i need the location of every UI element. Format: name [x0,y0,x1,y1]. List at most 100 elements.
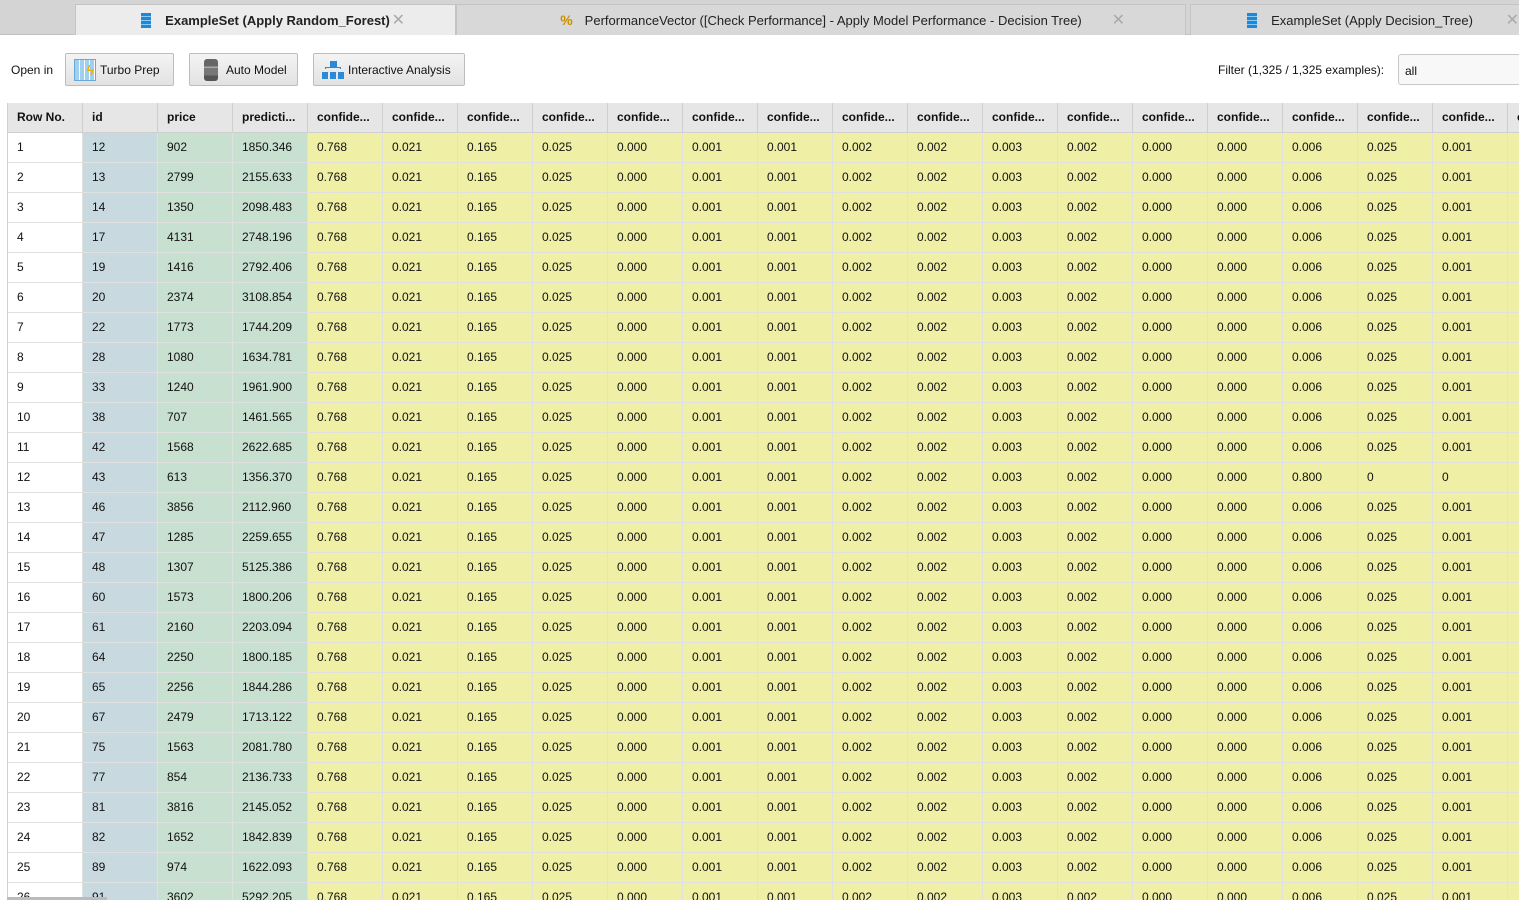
column-header[interactable]: confide... [1133,103,1208,133]
column-header[interactable]: confide... [533,103,608,133]
table-row[interactable]: 13 46 3856 2112.960 0.768 0.021 0.165 0.025 0.00… [8,493,1519,523]
table-cell: 0.003 [983,163,1058,193]
table-cell: 0.001 [683,643,758,673]
table-cell: 0.000 [608,523,683,553]
tab-exampleset-decision-tree[interactable]: ExampleSet (Apply Decision_Tree) ✕ [1190,4,1519,35]
table-row[interactable]: 14 47 1285 2259.655 0.768 0.021 0.165 0.025 0.00… [8,523,1519,553]
column-header[interactable]: Row No. [8,103,83,133]
table-cell: 0.002 [833,583,908,613]
table-cell: 2259.655 [233,523,308,553]
column-header[interactable]: confide... [1508,103,1519,133]
table-row[interactable]: 22 77 854 2136.733 0.768 0.021 0.165 0.025 0.000… [8,763,1519,793]
column-header[interactable]: predicti... [233,103,308,133]
table-cell: 0.000 [1208,493,1283,523]
table-cell: 0.025 [1358,133,1433,163]
table-cell: 0.001 [683,763,758,793]
table-row[interactable]: 23 81 3816 2145.052 0.768 0.021 0.165 0.025 0.00… [8,793,1519,823]
table-row[interactable]: 25 89 974 1622.093 0.768 0.021 0.165 0.025 0.000… [8,853,1519,883]
table-row[interactable]: 16 60 1573 1800.206 0.768 0.021 0.165 0.025 0.00… [8,583,1519,613]
table-row[interactable]: 4 17 4131 2748.196 0.768 0.021 0.165 0.025 0.000… [8,223,1519,253]
column-header[interactable]: confide... [908,103,983,133]
column-header[interactable]: confide... [833,103,908,133]
table-row[interactable]: 26 91 3602 5292.205 0.768 0.021 0.165 0.025 0.00… [8,883,1519,900]
table-row[interactable]: 7 22 1773 1744.209 0.768 0.021 0.165 0.025 0.000… [8,313,1519,343]
toolbar: Open in ϟ Turbo Prep Auto Model Interact… [0,53,1519,87]
column-header[interactable]: confide... [1058,103,1133,133]
column-header[interactable]: confide... [683,103,758,133]
column-header[interactable]: confide... [1433,103,1508,133]
table-row[interactable]: 17 61 2160 2203.094 0.768 0.021 0.165 0.025 0.00… [8,613,1519,643]
table-cell: 0.021 [383,613,458,643]
table-row[interactable]: 5 19 1416 2792.406 0.768 0.021 0.165 0.025 0.000… [8,253,1519,283]
table-cell: 0.001 [683,673,758,703]
table-cell: 0.003 [983,643,1058,673]
table-row[interactable]: 6 20 2374 3108.854 0.768 0.021 0.165 0.025 0.000… [8,283,1519,313]
close-icon[interactable]: ✕ [391,12,405,29]
table-cell: 0.002 [908,823,983,853]
table-row[interactable]: 11 42 1568 2622.685 0.768 0.021 0.165 0.025 0.00… [8,433,1519,463]
turbo-prep-button[interactable]: ϟ Turbo Prep [65,53,174,86]
column-header[interactable]: confide... [983,103,1058,133]
table-cell: 11 [8,433,83,463]
table-cell: 0.000 [608,433,683,463]
column-header[interactable]: price [158,103,233,133]
column-header[interactable]: confide... [1358,103,1433,133]
table-cell: 0.003 [983,763,1058,793]
table-cell: 0.165 [458,883,533,900]
table-row[interactable]: 12 43 613 1356.370 0.768 0.021 0.165 0.025 0.000… [8,463,1519,493]
column-header[interactable]: confide... [758,103,833,133]
table-cell: 0.002 [1058,373,1133,403]
table-row[interactable]: 2 13 2799 2155.633 0.768 0.021 0.165 0.025 0.000… [8,163,1519,193]
table-row[interactable]: 20 67 2479 1713.122 0.768 0.021 0.165 0.025 0.00… [8,703,1519,733]
column-header[interactable]: confide... [308,103,383,133]
table-cell [1508,553,1519,583]
table-row[interactable]: 9 33 1240 1961.900 0.768 0.021 0.165 0.025 0.000… [8,373,1519,403]
table-cell: 0.768 [308,643,383,673]
column-header[interactable]: confide... [458,103,533,133]
table-cell: 1652 [158,823,233,853]
table-cell: 2748.196 [233,223,308,253]
table-cell: 0.003 [983,433,1058,463]
table-cell: 0.165 [458,223,533,253]
filter-select[interactable]: all [1398,54,1519,85]
table-cell: 0.001 [683,583,758,613]
table-cell: 0.002 [1058,433,1133,463]
tab-exampleset-random-forest[interactable]: ExampleSet (Apply Random_Forest) ✕ [75,4,456,35]
data-table: Row No. id price predicti... confide... confi… [7,103,1519,900]
table-row[interactable]: 24 82 1652 1842.839 0.768 0.021 0.165 0.025 0.00… [8,823,1519,853]
table-cell: 2155.633 [233,163,308,193]
close-icon[interactable]: ✕ [1111,12,1125,29]
table-cell: 0.006 [1283,883,1358,900]
table-cell: 0.002 [833,403,908,433]
table-cell: 0.002 [1058,223,1133,253]
close-icon[interactable]: ✕ [1505,12,1519,29]
table-cell: 0.003 [983,283,1058,313]
table-cell: 0.000 [608,583,683,613]
interactive-analysis-button[interactable]: Interactive Analysis [313,53,465,86]
column-header[interactable]: confide... [1208,103,1283,133]
table-row[interactable]: 15 48 1307 5125.386 0.768 0.021 0.165 0.025 0.00… [8,553,1519,583]
tab-performance-vector[interactable]: % PerformanceVector ([Check Performance]… [456,4,1186,35]
column-header[interactable]: confide... [1283,103,1358,133]
column-header[interactable]: confide... [608,103,683,133]
table-cell: 0.006 [1283,643,1358,673]
table-cell: 0.001 [758,733,833,763]
column-header[interactable]: confide... [383,103,458,133]
table-row[interactable]: 18 64 2250 1800.185 0.768 0.021 0.165 0.025 0.00… [8,643,1519,673]
table-cell: 0.021 [383,733,458,763]
table-row[interactable]: 10 38 707 1461.565 0.768 0.021 0.165 0.025 0.000… [8,403,1519,433]
table-cell: 0.001 [1433,643,1508,673]
table-row[interactable]: 3 14 1350 2098.483 0.768 0.021 0.165 0.025 0.000… [8,193,1519,223]
horizontal-scrollbar[interactable] [7,897,107,900]
table-cell: 0.000 [1133,283,1208,313]
table-row[interactable]: 21 75 1563 2081.780 0.768 0.021 0.165 0.025 0.00… [8,733,1519,763]
column-header[interactable]: id [83,103,158,133]
table-cell: 0.001 [1433,493,1508,523]
table-cell: 0.001 [1433,403,1508,433]
auto-model-button[interactable]: Auto Model [189,53,298,86]
table-row[interactable]: 8 28 1080 1634.781 0.768 0.021 0.165 0.025 0.000… [8,343,1519,373]
table-cell: 0.002 [908,853,983,883]
table-row[interactable]: 1 12 902 1850.346 0.768 0.021 0.165 0.025 0.000 0… [8,133,1519,163]
table-row[interactable]: 19 65 2256 1844.286 0.768 0.021 0.165 0.025 0.00… [8,673,1519,703]
table-cell: 0.002 [1058,283,1133,313]
